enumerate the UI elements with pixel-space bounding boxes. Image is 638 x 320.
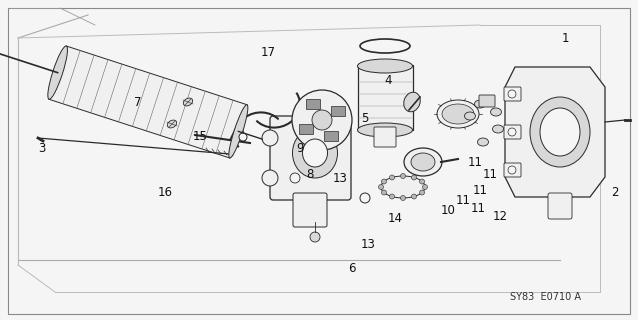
Text: 5: 5 (361, 111, 369, 124)
Ellipse shape (411, 153, 435, 171)
FancyBboxPatch shape (504, 87, 521, 101)
Text: 6: 6 (348, 261, 356, 275)
Text: 12: 12 (493, 210, 507, 222)
FancyBboxPatch shape (374, 127, 396, 147)
Circle shape (378, 185, 383, 189)
Text: 9: 9 (296, 141, 304, 155)
Circle shape (508, 90, 516, 98)
Circle shape (401, 196, 406, 201)
Text: 11: 11 (456, 194, 470, 206)
Text: 17: 17 (260, 45, 276, 59)
Ellipse shape (167, 120, 177, 128)
Text: 11: 11 (470, 202, 486, 214)
Text: 10: 10 (441, 204, 456, 217)
Polygon shape (505, 67, 605, 197)
Ellipse shape (540, 108, 580, 156)
Text: SY83  E0710 A: SY83 E0710 A (510, 292, 581, 302)
Text: 11: 11 (482, 169, 498, 181)
Text: 13: 13 (360, 238, 375, 252)
Circle shape (390, 175, 394, 180)
Text: 16: 16 (158, 186, 172, 198)
Text: 8: 8 (306, 167, 314, 180)
Ellipse shape (477, 138, 489, 146)
Ellipse shape (292, 90, 352, 150)
FancyBboxPatch shape (504, 163, 521, 177)
Circle shape (508, 128, 516, 136)
Ellipse shape (292, 128, 338, 178)
Text: 13: 13 (332, 172, 348, 185)
Circle shape (262, 170, 278, 186)
FancyBboxPatch shape (306, 100, 320, 109)
Ellipse shape (229, 105, 248, 158)
Circle shape (420, 190, 424, 195)
FancyBboxPatch shape (330, 106, 345, 116)
Text: 1: 1 (561, 31, 568, 44)
Circle shape (239, 133, 247, 141)
Circle shape (412, 175, 417, 180)
FancyBboxPatch shape (504, 125, 521, 139)
Ellipse shape (183, 98, 193, 106)
Text: 7: 7 (134, 95, 142, 108)
Polygon shape (49, 46, 247, 158)
Circle shape (382, 190, 387, 195)
Text: 2: 2 (611, 186, 619, 198)
FancyBboxPatch shape (299, 124, 313, 134)
Ellipse shape (493, 125, 503, 133)
Circle shape (508, 166, 516, 174)
Circle shape (262, 130, 278, 146)
Circle shape (401, 173, 406, 179)
Circle shape (412, 194, 417, 199)
Text: 14: 14 (387, 212, 403, 225)
Ellipse shape (475, 100, 486, 108)
Ellipse shape (464, 112, 475, 120)
Ellipse shape (530, 97, 590, 167)
Ellipse shape (437, 100, 479, 128)
Circle shape (382, 179, 387, 184)
Text: 11: 11 (468, 156, 482, 170)
FancyBboxPatch shape (293, 193, 327, 227)
FancyBboxPatch shape (270, 116, 351, 200)
FancyBboxPatch shape (548, 193, 572, 219)
FancyBboxPatch shape (358, 65, 413, 130)
FancyBboxPatch shape (479, 95, 495, 107)
Ellipse shape (381, 176, 425, 198)
Ellipse shape (310, 232, 320, 242)
Text: 3: 3 (38, 141, 46, 155)
Circle shape (422, 185, 427, 189)
Circle shape (390, 194, 394, 199)
Text: 4: 4 (384, 74, 392, 86)
Ellipse shape (302, 139, 327, 167)
Ellipse shape (48, 46, 68, 99)
Ellipse shape (404, 92, 420, 112)
Ellipse shape (442, 104, 474, 124)
Circle shape (420, 179, 424, 184)
Text: 11: 11 (473, 183, 487, 196)
Ellipse shape (357, 59, 413, 73)
Circle shape (290, 173, 300, 183)
Ellipse shape (404, 148, 442, 176)
Ellipse shape (491, 108, 501, 116)
Circle shape (312, 110, 332, 130)
FancyBboxPatch shape (324, 131, 338, 140)
Text: 15: 15 (193, 130, 207, 142)
Ellipse shape (357, 123, 413, 137)
